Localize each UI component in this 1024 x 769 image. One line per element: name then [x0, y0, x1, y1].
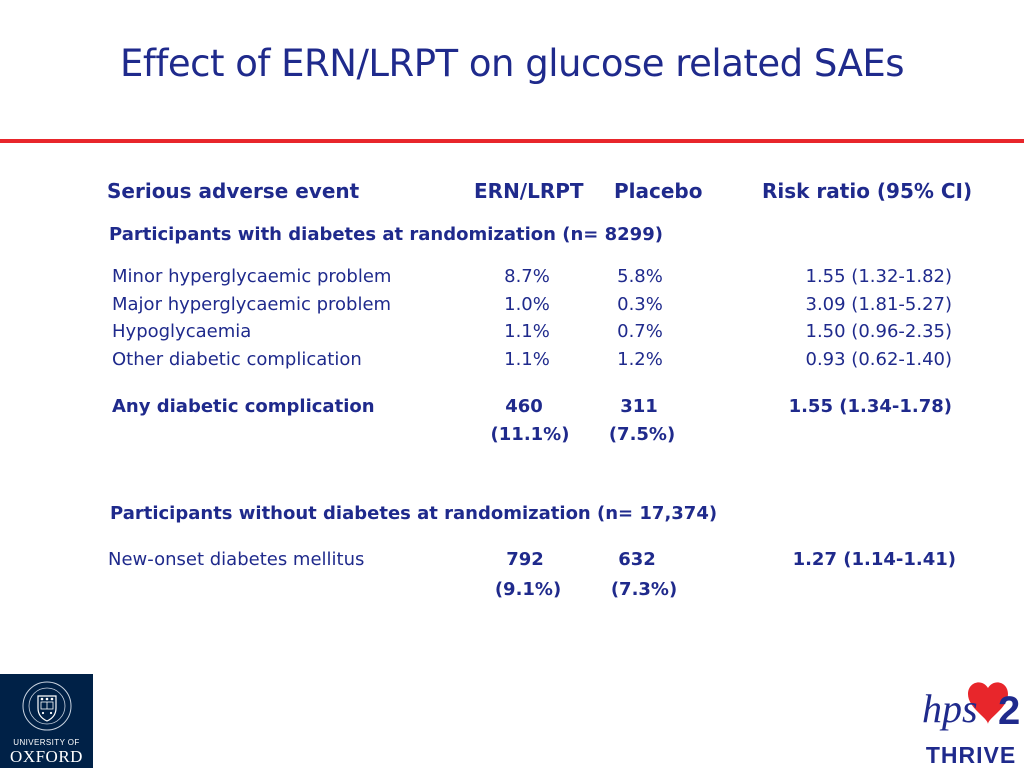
- row-placebo: 0.7%: [617, 321, 663, 342]
- title-divider: [0, 139, 1024, 143]
- thrive-label: THRIVE: [925, 742, 1017, 768]
- total-ern-count: 460: [505, 396, 543, 417]
- row-risk-ratio: 3.09 (1.81-5.27): [805, 294, 953, 315]
- total-risk-ratio: 1.55 (1.34-1.78): [788, 396, 952, 417]
- row-placebo: 5.8%: [617, 266, 663, 287]
- row-ern: 1.1%: [504, 321, 550, 342]
- total-event: Any diabetic complication: [112, 396, 375, 417]
- row-risk-ratio: 0.93 (0.62-1.40): [805, 349, 953, 370]
- row-event: Major hyperglycaemic problem: [112, 294, 392, 315]
- row-risk-ratio: 1.55 (1.32-1.82): [805, 266, 953, 287]
- header-risk-ratio: Risk ratio (95% CI): [762, 179, 973, 203]
- oxford-logo: UNIVERSITY OF OXFORD: [0, 674, 93, 768]
- row-risk-ratio: 1.50 (0.96-2.35): [805, 321, 953, 342]
- new-onset-placebo-percent: (7.3%): [610, 579, 678, 600]
- section-no-diabetes-title: Participants without diabetes at randomi…: [110, 503, 718, 524]
- row-event: Hypoglycaemia: [112, 321, 252, 342]
- row-ern: 1.0%: [504, 294, 550, 315]
- new-onset-ern-count: 792: [506, 549, 544, 570]
- row-ern: 1.1%: [504, 349, 550, 370]
- new-onset-risk-ratio: 1.27 (1.14-1.41): [792, 549, 956, 570]
- header-event: Serious adverse event: [107, 179, 360, 203]
- new-onset-placebo-count: 632: [618, 549, 656, 570]
- row-event: Other diabetic complication: [112, 349, 362, 370]
- row-placebo: 0.3%: [617, 294, 663, 315]
- new-onset-event: New-onset diabetes mellitus: [108, 549, 365, 570]
- header-ern: ERN/LRPT: [474, 179, 584, 203]
- row-event: Minor hyperglycaemic problem: [112, 266, 392, 287]
- row-ern: 8.7%: [504, 266, 550, 287]
- new-onset-ern-percent: (9.1%): [494, 579, 562, 600]
- header-placebo: Placebo: [614, 179, 703, 203]
- oxford-university-label: UNIVERSITY OF: [13, 738, 80, 747]
- hps2-heart-icon: hps 2: [922, 682, 1020, 733]
- oxford-name-label: OXFORD: [10, 747, 83, 766]
- slide-title: Effect of ERN/LRPT on glucose related SA…: [119, 42, 905, 85]
- section-diabetes-title: Participants with diabetes at randomizat…: [109, 224, 663, 245]
- hps2-thrive-logo: hps 2 THRIVE: [918, 672, 1024, 768]
- hps-two-text: 2: [998, 689, 1020, 733]
- total-placebo-percent: (7.5%): [608, 424, 676, 445]
- total-ern-percent: (11.1%): [490, 424, 570, 445]
- total-placebo-count: 311: [620, 396, 658, 417]
- oxford-crest-icon: [22, 681, 71, 731]
- hps-mark-text: hps: [922, 686, 978, 731]
- row-placebo: 1.2%: [617, 349, 663, 370]
